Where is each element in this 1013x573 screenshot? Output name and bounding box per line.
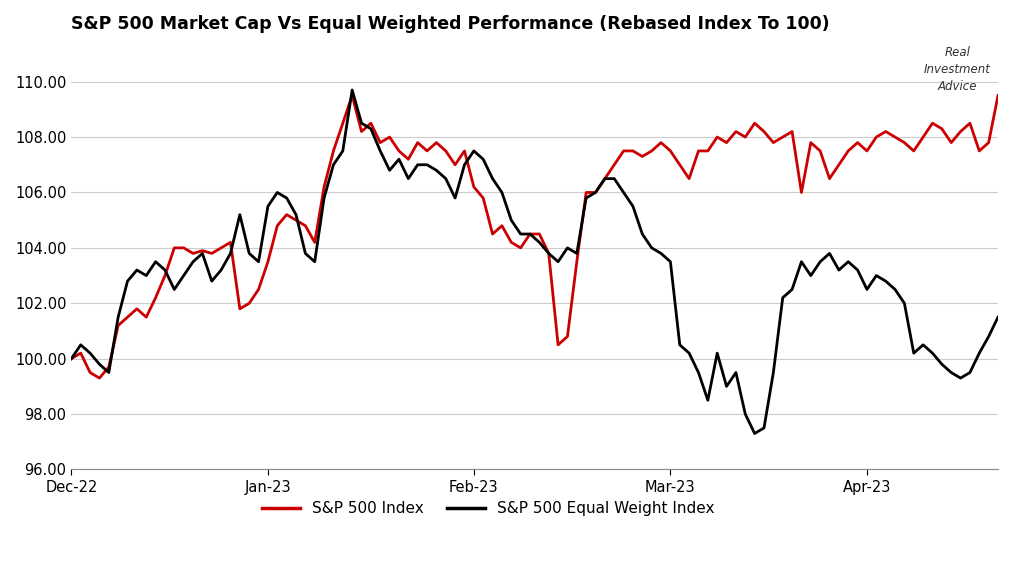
Legend: S&P 500 Index, S&P 500 Equal Weight Index: S&P 500 Index, S&P 500 Equal Weight Inde… — [255, 494, 721, 522]
Text: Real
Investment
Advice: Real Investment Advice — [924, 46, 991, 93]
Text: S&P 500 Market Cap Vs Equal Weighted Performance (Rebased Index To 100): S&P 500 Market Cap Vs Equal Weighted Per… — [71, 15, 830, 33]
